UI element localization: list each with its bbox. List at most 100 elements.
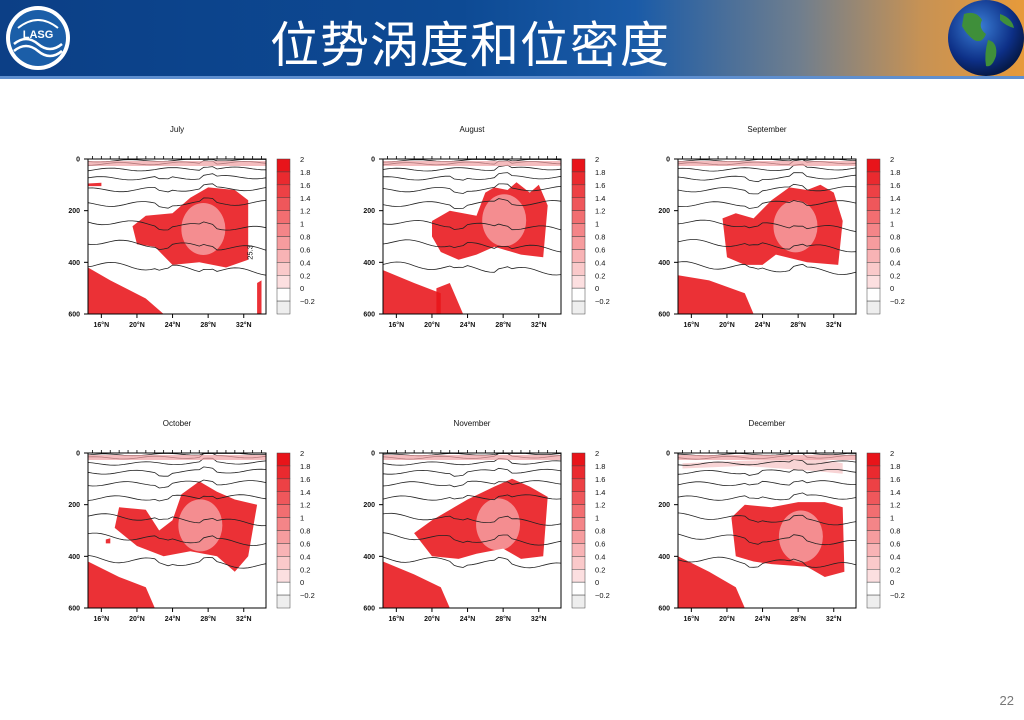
colorbar-cell — [866, 249, 881, 263]
y-tick-label: 0 — [666, 157, 670, 164]
density-contour — [677, 480, 857, 487]
colorbar-label: 1.8 — [300, 462, 310, 471]
density-contour — [677, 512, 857, 526]
density-contour — [382, 512, 562, 526]
colorbar-label: 1.8 — [890, 168, 900, 177]
colorbar-cell — [276, 581, 291, 596]
x-tick-label: 16°N — [684, 615, 700, 623]
panel-november: November 0 200 400 600 16°N 20°N 24°N 28°N 32°N 2 1… — [355, 418, 625, 640]
x-tick-label: 20°N — [719, 321, 735, 329]
pv-core-region — [482, 194, 527, 247]
x-tick-label: 16°N — [389, 615, 405, 623]
x-tick-label: 20°N — [129, 321, 145, 329]
colorbar-label: −0.2 — [595, 297, 610, 306]
surface-band — [678, 455, 856, 460]
chart-svg: November 0 200 400 600 16°N 20°N 24°N 28°N 32°N 2 1… — [363, 419, 610, 623]
colorbar-cell — [276, 210, 291, 224]
colorbar-label: 0.4 — [890, 258, 900, 267]
colorbar-label: 0.4 — [300, 258, 310, 267]
colorbar-cell — [571, 223, 586, 237]
colorbar-label: 2 — [890, 449, 894, 458]
colorbar-label: 0.8 — [300, 527, 310, 536]
x-tick-label: 24°N — [460, 321, 476, 329]
density-contour — [87, 494, 267, 502]
colorbar-cell — [866, 158, 881, 173]
x-tick-label: 32°N — [531, 615, 547, 623]
pv-shaded-region — [436, 283, 464, 314]
colorbar-cell — [571, 287, 586, 302]
colorbar-label: 0 — [890, 578, 894, 587]
colorbar-cell — [866, 262, 881, 276]
plot-frame — [677, 452, 857, 609]
colorbar-label: 0.2 — [595, 565, 605, 574]
y-tick-label: 400 — [363, 554, 375, 561]
pv-core-region — [778, 510, 823, 563]
colorbar-label: 0.4 — [595, 258, 605, 267]
colorbar-label: 1 — [890, 220, 894, 229]
colorbar-cell — [571, 184, 586, 198]
colorbar-cell — [276, 530, 291, 544]
y-tick-label: 600 — [68, 606, 80, 613]
density-contour — [677, 172, 857, 183]
panel-october: October 0 200 400 600 16°N 20°N 24°N 28°N 32°N 2 1.… — [60, 418, 330, 640]
colorbar-cell — [866, 543, 881, 557]
colorbar-cell — [276, 275, 291, 289]
pv-core-region — [476, 498, 521, 551]
density-contour — [382, 172, 562, 181]
colorbar-label: 1.2 — [890, 207, 900, 216]
x-tick-label: 32°N — [826, 321, 842, 329]
chart-title: September — [747, 125, 786, 134]
colorbar-label: 1.4 — [890, 194, 900, 203]
colorbar-label: 1.8 — [300, 168, 310, 177]
colorbar-cell — [571, 210, 586, 224]
y-tick-label: 0 — [76, 157, 80, 164]
colorbar-cell — [866, 300, 881, 315]
colorbar-cell — [866, 197, 881, 211]
surface-band — [383, 161, 561, 166]
colorbar-label: 0 — [300, 284, 304, 293]
panel-august: August 0 200 400 600 16°N 20°N 24°N 28°N 32°N 2 1.8… — [355, 124, 625, 346]
colorbar-label: 0.6 — [595, 245, 605, 254]
colorbar-cell — [866, 556, 881, 570]
chart-title: October — [163, 419, 192, 428]
colorbar-cell — [571, 236, 586, 250]
colorbar-label: 0.6 — [300, 539, 310, 548]
colorbar-label: 0 — [595, 284, 599, 293]
colorbar-label: 0.4 — [890, 552, 900, 561]
colorbar-cell — [276, 478, 291, 492]
pv-shaded-region — [105, 538, 111, 544]
colorbar-label: 1.2 — [890, 501, 900, 510]
x-tick-label: 32°N — [236, 615, 252, 623]
colorbar-label: 0.4 — [300, 552, 310, 561]
surface-band — [678, 161, 856, 166]
pv-shaded-region — [678, 275, 754, 314]
colorbar-label: 0.8 — [890, 233, 900, 242]
density-contour — [87, 532, 267, 546]
x-tick-label: 16°N — [94, 321, 110, 329]
density-contour — [677, 183, 857, 195]
density-contour — [677, 200, 857, 209]
y-tick-label: 400 — [68, 260, 80, 267]
colorbar-label: 0.2 — [890, 565, 900, 574]
colorbar-cell — [276, 184, 291, 198]
density-contour — [87, 173, 267, 181]
panel-july: July 0 200 400 600 16°N 20°N 24°N 28°N 32°N 25.3 2 1… — [60, 124, 330, 346]
colorbar-cell — [276, 452, 291, 467]
chart-title: November — [454, 419, 491, 428]
plot-frame — [382, 158, 562, 315]
density-contour — [87, 166, 266, 172]
colorbar-cell — [571, 275, 586, 289]
colorbar-cell — [866, 171, 881, 186]
colorbar-cell — [571, 262, 586, 276]
density-contour — [87, 466, 267, 477]
colorbar-cell — [571, 197, 586, 211]
colorbar-cell — [276, 262, 291, 276]
density-contour — [87, 183, 267, 193]
colorbar-label: 0.4 — [595, 552, 605, 561]
colorbar-cell — [276, 158, 291, 173]
y-tick-label: 600 — [658, 606, 670, 613]
pv-shaded-region — [88, 267, 164, 314]
x-tick-label: 32°N — [826, 615, 842, 623]
y-tick-label: 200 — [68, 502, 80, 509]
density-contour — [87, 159, 266, 163]
